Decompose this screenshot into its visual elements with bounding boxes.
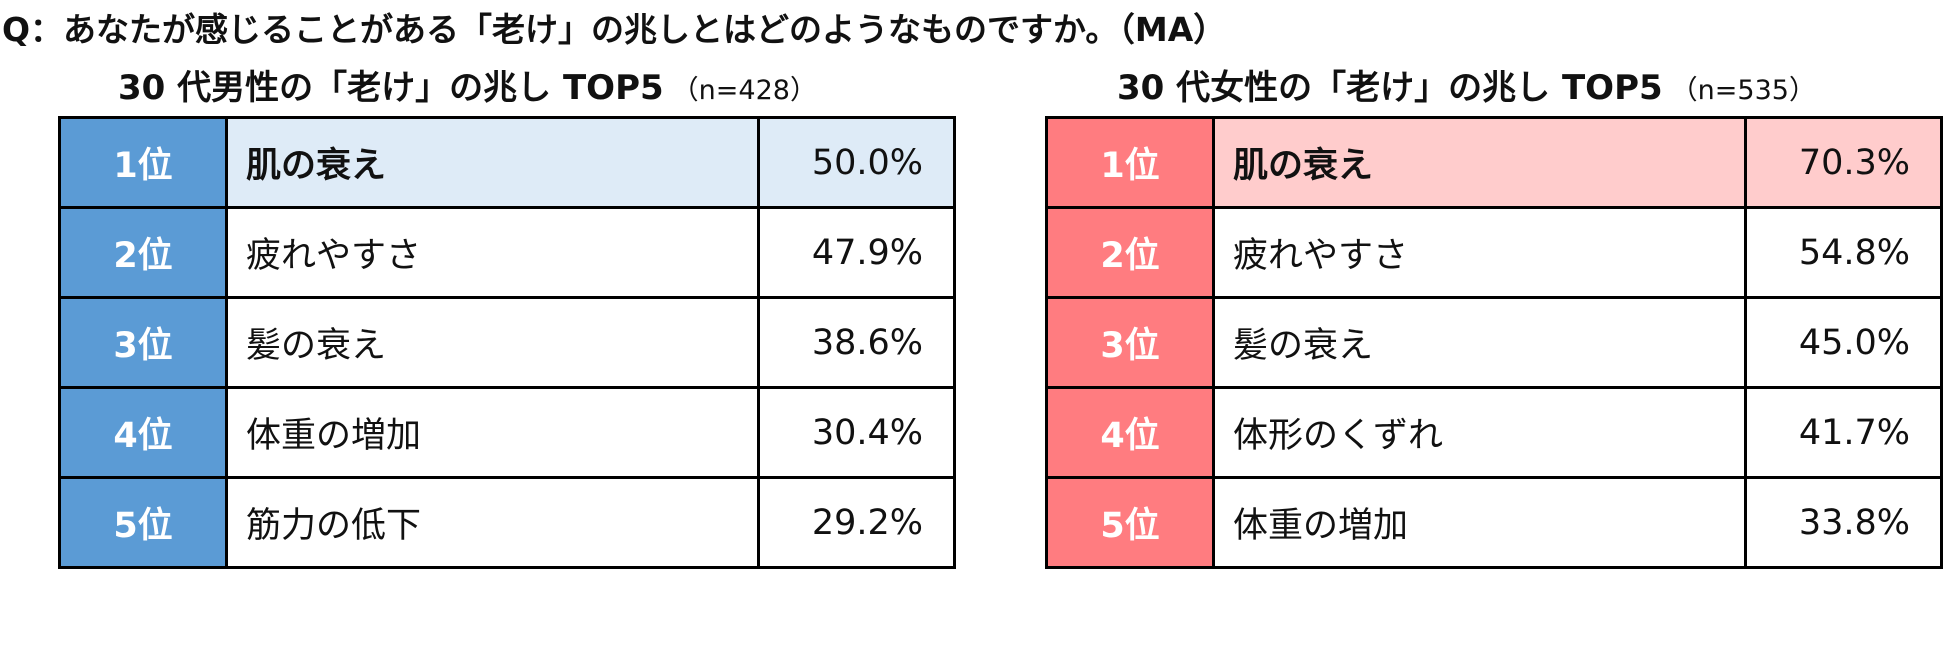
value-cell: 33.8% — [1744, 476, 1943, 569]
item-cell: 疲れやすさ — [1212, 206, 1747, 299]
rank-cell: 2位 — [1045, 206, 1215, 299]
table-row: 3位 髪の衰え 38.6% — [58, 296, 956, 389]
item-cell: 体重の増加 — [225, 386, 760, 479]
value-cell: 41.7% — [1744, 386, 1943, 479]
men-sample-size: （n=428） — [671, 75, 817, 106]
table-row: 4位 体重の増加 30.4% — [58, 386, 956, 479]
question-heading: Q：あなたが感じることがある「老け」の兆しとはどのようなものですか。（MA） — [2, 10, 1227, 49]
women-ranking-panel: 30 代女性の「老け」の兆し TOP5 （n=535） 1位 肌の衰え 70.3%… — [1045, 62, 1943, 569]
table-row: 2位 疲れやすさ 47.9% — [58, 206, 956, 299]
table-row: 5位 体重の増加 33.8% — [1045, 476, 1943, 569]
value-cell: 54.8% — [1744, 206, 1943, 299]
men-ranking-table: 1位 肌の衰え 50.0% 2位 疲れやすさ 47.9% 3位 髪の衰え 38.… — [58, 116, 956, 569]
item-cell: 髪の衰え — [225, 296, 760, 389]
table-row: 2位 疲れやすさ 54.8% — [1045, 206, 1943, 299]
item-cell: 肌の衰え — [225, 116, 760, 209]
rank-cell: 1位 — [58, 116, 228, 209]
rank-cell: 5位 — [1045, 476, 1215, 569]
women-panel-title: 30 代女性の「老け」の兆し TOP5 （n=535） — [1117, 62, 1950, 116]
value-cell: 47.9% — [757, 206, 956, 299]
rank-cell: 3位 — [1045, 296, 1215, 389]
rank-cell: 3位 — [58, 296, 228, 389]
item-cell: 体形のくずれ — [1212, 386, 1747, 479]
women-panel-title-text: 30 代女性の「老け」の兆し TOP5 — [1117, 68, 1663, 108]
item-cell: 肌の衰え — [1212, 116, 1747, 209]
men-panel-title: 30 代男性の「老け」の兆し TOP5 （n=428） — [118, 62, 1016, 116]
table-row: 5位 筋力の低下 29.2% — [58, 476, 956, 569]
rank-cell: 4位 — [1045, 386, 1215, 479]
value-cell: 70.3% — [1744, 116, 1943, 209]
table-row: 1位 肌の衰え 50.0% — [58, 116, 956, 209]
value-cell: 38.6% — [757, 296, 956, 389]
men-panel-title-text: 30 代男性の「老け」の兆し TOP5 — [118, 68, 664, 108]
item-cell: 筋力の低下 — [225, 476, 760, 569]
women-sample-size: （n=535） — [1670, 75, 1816, 106]
value-cell: 29.2% — [757, 476, 956, 569]
item-cell: 疲れやすさ — [225, 206, 760, 299]
value-cell: 50.0% — [757, 116, 956, 209]
men-ranking-panel: 30 代男性の「老け」の兆し TOP5 （n=428） 1位 肌の衰え 50.0%… — [58, 62, 956, 569]
value-cell: 30.4% — [757, 386, 956, 479]
table-row: 3位 髪の衰え 45.0% — [1045, 296, 1943, 389]
value-cell: 45.0% — [1744, 296, 1943, 389]
item-cell: 体重の増加 — [1212, 476, 1747, 569]
table-row: 4位 体形のくずれ 41.7% — [1045, 386, 1943, 479]
rank-cell: 5位 — [58, 476, 228, 569]
item-cell: 髪の衰え — [1212, 296, 1747, 389]
rank-cell: 1位 — [1045, 116, 1215, 209]
rank-cell: 4位 — [58, 386, 228, 479]
rank-cell: 2位 — [58, 206, 228, 299]
women-ranking-table: 1位 肌の衰え 70.3% 2位 疲れやすさ 54.8% 3位 髪の衰え 45.… — [1045, 116, 1943, 569]
table-row: 1位 肌の衰え 70.3% — [1045, 116, 1943, 209]
